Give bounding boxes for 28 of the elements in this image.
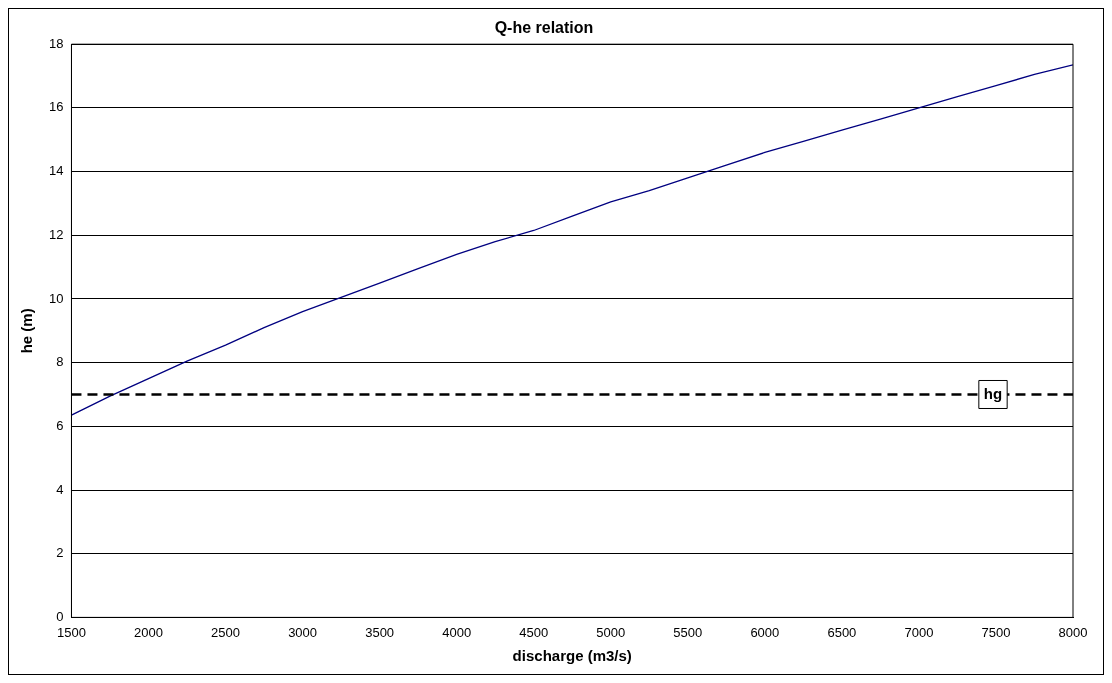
x-tick-label: 7000 [904, 624, 934, 640]
y-tick-label: 2 [56, 545, 64, 561]
x-axis-title: discharge (m3/s) [512, 647, 632, 665]
y-tick-label: 0 [56, 608, 64, 624]
y-tick-label: 16 [48, 99, 64, 115]
x-tick-label: 6000 [750, 624, 780, 640]
y-tick-label: 8 [56, 354, 64, 370]
y-tick-label: 12 [48, 226, 64, 242]
x-tick-label: 6500 [827, 624, 857, 640]
x-tick-label: 3000 [288, 624, 318, 640]
y-tick-label: 4 [56, 481, 64, 497]
x-tick-label: 4000 [442, 624, 472, 640]
ref-line-label: hg [983, 384, 1003, 402]
x-tick-label: 3500 [365, 624, 395, 640]
y-tick-label: 18 [48, 35, 64, 51]
x-tick-label: 8000 [1058, 624, 1088, 640]
chart-title: Q-he relation [494, 19, 594, 37]
x-tick-label: 4500 [519, 624, 549, 640]
y-tick-label: 6 [56, 417, 64, 433]
y-axis-title: he (m) [18, 308, 36, 354]
x-tick-label: 1500 [57, 624, 86, 640]
x-tick-label: 7500 [981, 624, 1011, 640]
x-tick-label: 5000 [596, 624, 626, 640]
y-tick-label: 14 [48, 163, 64, 179]
y-tick-label: 10 [48, 290, 64, 306]
x-tick-label: 2500 [211, 624, 240, 640]
x-tick-label: 5500 [673, 624, 703, 640]
x-tick-label: 2000 [134, 624, 163, 640]
